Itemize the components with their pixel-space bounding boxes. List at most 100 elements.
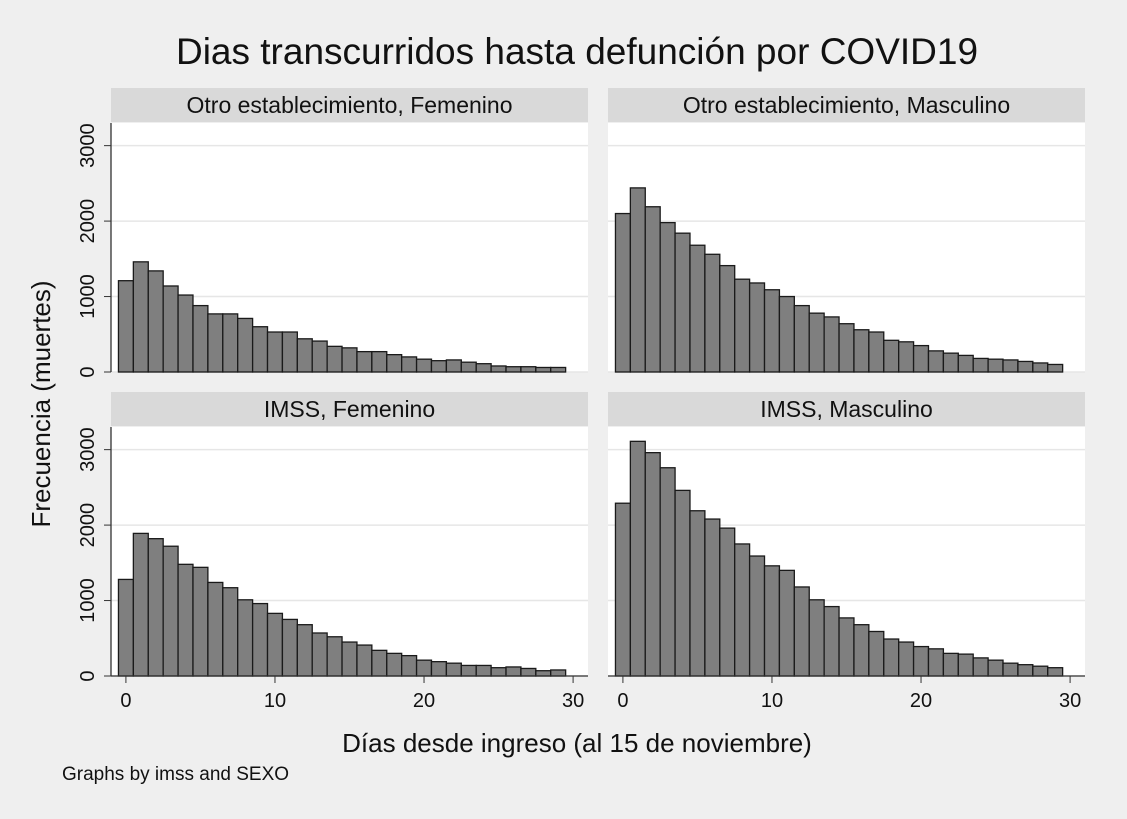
y-tick-label: 0 — [77, 670, 99, 681]
facet-panel-3: IMSS, Femenino 0 1000 2000 3000 0 10 20 30 — [77, 392, 588, 712]
bar — [1032, 665, 1049, 677]
bar — [311, 340, 328, 373]
bar — [734, 278, 751, 373]
bar — [281, 331, 298, 373]
bar — [132, 261, 149, 373]
bar — [371, 350, 388, 373]
bar — [644, 452, 661, 677]
facet-strip-label: IMSS, Femenino — [264, 396, 435, 422]
bar — [266, 331, 284, 373]
bar — [222, 313, 239, 373]
bar — [734, 543, 751, 677]
bar — [371, 649, 388, 677]
bar — [674, 232, 691, 373]
x-tick-label: 30 — [1059, 690, 1081, 712]
bar — [853, 624, 870, 677]
bar — [927, 648, 945, 677]
facet-strip — [608, 88, 1085, 122]
facet-strip — [111, 392, 588, 426]
facet-strip — [608, 392, 1085, 426]
bar — [341, 347, 358, 373]
graph-note: Graphs by imss and SEXO — [62, 764, 289, 785]
x-tick-label: 20 — [413, 690, 435, 712]
bar — [838, 323, 855, 373]
facet-panel-2: Otro establecimiento, Masculino — [608, 88, 1085, 373]
x-tick-label: 10 — [761, 690, 783, 712]
y-tick-label: 3000 — [77, 427, 99, 472]
bar — [898, 641, 915, 677]
y-tick-label: 1000 — [77, 578, 99, 623]
y-tick-label: 3000 — [77, 123, 99, 168]
bar — [644, 206, 661, 373]
chart-title: Dias transcurridos hasta defunción por C… — [176, 31, 978, 72]
bar — [689, 244, 706, 373]
bar — [1032, 362, 1049, 373]
bar — [281, 618, 298, 677]
bar — [147, 270, 164, 373]
bar — [614, 212, 632, 373]
bar — [972, 357, 989, 373]
facet-strip-label: IMSS, Masculino — [760, 396, 933, 422]
bar — [415, 358, 433, 373]
bar — [763, 289, 781, 373]
facet-strip-label: Otro establecimiento, Femenino — [187, 92, 513, 118]
bar — [883, 638, 900, 677]
bar — [430, 360, 448, 373]
bar — [326, 636, 343, 677]
bar — [883, 339, 900, 373]
y-tick-label: 2000 — [77, 199, 99, 244]
x-tick-label: 30 — [562, 690, 584, 712]
facet-strip — [111, 88, 588, 122]
bar — [719, 264, 736, 373]
bar — [614, 502, 632, 677]
bar — [808, 599, 825, 677]
bar — [778, 295, 795, 373]
bar — [401, 356, 418, 373]
x-tick-label: 10 — [264, 690, 286, 712]
bar — [912, 344, 930, 373]
bar — [356, 350, 373, 373]
bar — [659, 221, 676, 373]
bar — [505, 666, 522, 677]
bar — [505, 366, 522, 373]
bar — [445, 359, 462, 373]
bar — [147, 538, 164, 677]
bar — [222, 587, 239, 677]
bar — [177, 563, 194, 677]
bar — [748, 282, 766, 373]
bar — [237, 599, 254, 677]
bar — [912, 645, 930, 677]
x-tick-label: 0 — [617, 690, 628, 712]
bar — [251, 326, 269, 373]
bar — [629, 440, 646, 677]
bar — [520, 366, 537, 373]
bar — [296, 624, 313, 677]
bar — [957, 653, 974, 677]
bar — [704, 253, 721, 373]
bar — [853, 329, 870, 373]
bar — [192, 566, 209, 677]
x-tick-label: 20 — [910, 690, 932, 712]
bar — [659, 467, 676, 677]
bar — [311, 632, 328, 677]
x-tick-label: 0 — [120, 690, 131, 712]
y-tick-label: 1000 — [77, 274, 99, 319]
bar — [117, 578, 135, 677]
bar — [192, 304, 209, 373]
bar — [674, 489, 691, 677]
bar — [987, 358, 1004, 373]
bar — [132, 532, 149, 677]
y-tick-label: 2000 — [77, 503, 99, 548]
bar — [942, 652, 959, 677]
bar — [927, 350, 945, 373]
bar — [957, 354, 974, 373]
bar — [535, 366, 552, 373]
bar — [341, 641, 358, 677]
y-axis-title: Frecuencia (muertes) — [26, 280, 56, 527]
bar — [356, 644, 373, 677]
bar — [823, 316, 840, 373]
bar — [162, 545, 179, 677]
bar — [898, 341, 915, 373]
bar — [793, 304, 810, 373]
